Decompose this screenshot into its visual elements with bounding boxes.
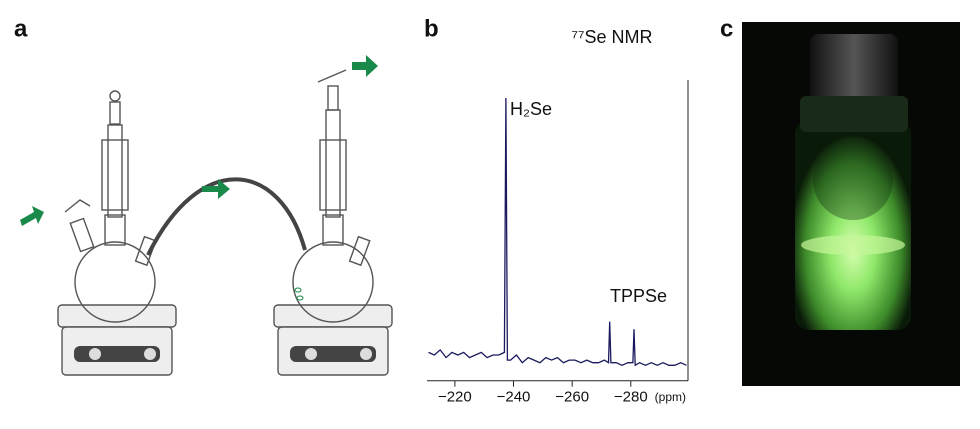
x-tick-label: −240 [497, 389, 531, 406]
x-tick-label: −280 [614, 389, 648, 406]
annotation: H₂Se [510, 99, 552, 119]
chart-title: ⁷⁷Se NMR [571, 27, 652, 47]
annotation: TPPSe [610, 286, 667, 306]
panel-label: c [720, 15, 733, 42]
panel-label: b [424, 15, 439, 42]
x-axis-label: (ppm) [655, 390, 686, 404]
spectrum-line [428, 97, 687, 367]
vial-photo [742, 22, 960, 386]
apparatus [20, 55, 393, 376]
x-tick-label: −220 [438, 389, 472, 406]
panel-label: a [14, 15, 28, 42]
x-tick-label: −260 [555, 389, 589, 406]
